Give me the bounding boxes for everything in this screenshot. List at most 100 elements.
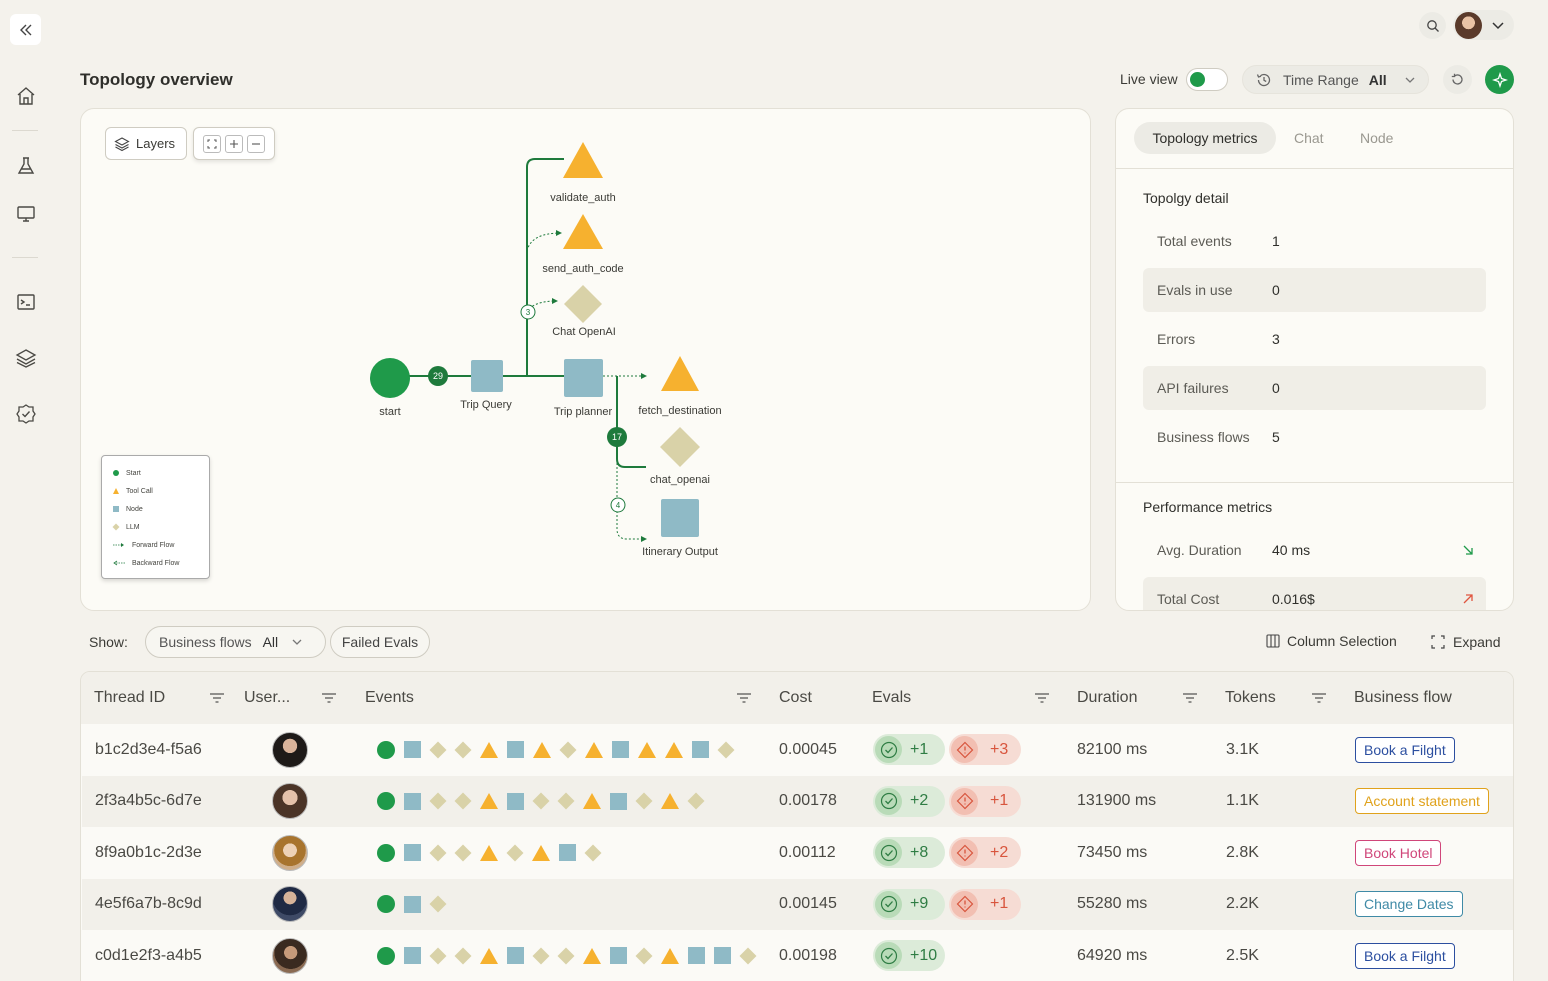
eval-pass-badge[interactable]: +1 xyxy=(873,734,945,765)
refresh-button[interactable] xyxy=(1443,65,1472,94)
event-node-icon[interactable] xyxy=(559,844,576,862)
event-llm-icon[interactable] xyxy=(454,844,472,862)
event-tool-call-icon[interactable] xyxy=(583,947,601,964)
ai-assistant-button[interactable] xyxy=(1485,65,1514,94)
node-trip-query[interactable] xyxy=(471,360,503,392)
event-start-icon[interactable] xyxy=(377,740,395,759)
event-node-icon[interactable] xyxy=(404,792,421,810)
node-start[interactable] xyxy=(370,358,410,398)
cell-thread-id[interactable]: 8f9a0b1c-2d3e xyxy=(95,843,202,861)
expand-button[interactable]: Expand xyxy=(1431,634,1500,650)
event-llm-icon[interactable] xyxy=(687,792,705,810)
avatar[interactable] xyxy=(272,886,308,923)
event-node-icon[interactable] xyxy=(404,947,421,965)
eval-fail-badge[interactable]: +3 xyxy=(949,734,1021,765)
time-range-select[interactable]: Time Range All xyxy=(1242,65,1429,94)
business-flow-tag[interactable]: Book a Filght xyxy=(1355,736,1455,763)
event-tool-call-icon[interactable] xyxy=(480,793,498,810)
layers-button[interactable]: Layers xyxy=(105,127,187,160)
event-tool-call-icon[interactable] xyxy=(480,741,498,758)
event-start-icon[interactable] xyxy=(377,843,395,862)
event-llm-icon[interactable] xyxy=(557,947,575,965)
event-llm-icon[interactable] xyxy=(429,792,447,810)
cell-thread-id[interactable]: c0d1e2f3-a4b5 xyxy=(95,946,202,964)
avatar[interactable] xyxy=(272,937,308,974)
event-node-icon[interactable] xyxy=(507,741,524,758)
filter-icon[interactable] xyxy=(209,691,225,705)
business-flow-tag[interactable]: Book a Filght xyxy=(1355,942,1455,969)
column-selection-button[interactable]: Column Selection xyxy=(1266,633,1397,649)
event-start-icon[interactable] xyxy=(377,946,395,965)
event-node-icon[interactable] xyxy=(404,741,421,758)
node-chat-openai[interactable] xyxy=(660,427,700,467)
zoom-in-button[interactable] xyxy=(225,134,243,153)
eval-pass-badge[interactable]: +2 xyxy=(873,785,945,817)
eval-pass-badge[interactable]: +10 xyxy=(873,940,945,972)
event-node-icon[interactable] xyxy=(692,741,709,758)
event-tool-call-icon[interactable] xyxy=(661,793,679,810)
node-fetch-destination[interactable] xyxy=(661,356,699,391)
node-itinerary-output[interactable] xyxy=(661,499,699,537)
event-tool-call-icon[interactable] xyxy=(480,844,498,861)
sidebar-item-home[interactable] xyxy=(12,82,40,110)
event-node-icon[interactable] xyxy=(688,947,705,965)
event-node-icon[interactable] xyxy=(404,895,421,913)
eval-fail-badge[interactable]: +2 xyxy=(949,837,1021,869)
eval-fail-badge[interactable]: +1 xyxy=(949,785,1021,817)
table-row[interactable]: 4e5f6a7b-8c9d 0.00145 +9 +1 55280 ms 2.2K Chan… xyxy=(82,878,1513,930)
filter-icon[interactable] xyxy=(321,691,337,705)
eval-pass-badge[interactable]: +9 xyxy=(873,888,945,920)
event-tool-call-icon[interactable] xyxy=(583,793,601,810)
event-llm-icon[interactable] xyxy=(739,947,757,965)
business-flow-tag[interactable]: Book Hotel xyxy=(1355,839,1442,866)
event-node-icon[interactable] xyxy=(610,792,627,810)
node-trip-planner[interactable] xyxy=(564,359,603,397)
sidebar-item-terminal[interactable] xyxy=(12,288,40,316)
event-llm-icon[interactable] xyxy=(429,947,447,965)
event-tool-call-icon[interactable] xyxy=(585,741,603,758)
business-flows-filter[interactable]: Business flows All xyxy=(145,626,326,658)
filter-icon[interactable] xyxy=(736,691,752,705)
event-llm-icon[interactable] xyxy=(454,947,472,965)
event-tool-call-icon[interactable] xyxy=(665,741,683,758)
sidebar-item-verified[interactable] xyxy=(12,400,40,428)
event-node-icon[interactable] xyxy=(610,947,627,965)
tab-topology-metrics[interactable]: Topology metrics xyxy=(1134,122,1276,154)
node-send-auth-code[interactable] xyxy=(563,214,603,249)
event-node-icon[interactable] xyxy=(507,792,524,810)
tab-node[interactable]: Node xyxy=(1360,130,1394,146)
event-node-icon[interactable] xyxy=(612,741,629,758)
event-llm-icon[interactable] xyxy=(584,844,602,862)
event-node-icon[interactable] xyxy=(404,844,421,862)
tab-chat[interactable]: Chat xyxy=(1294,130,1324,146)
fit-view-button[interactable] xyxy=(203,134,221,153)
event-node-icon[interactable] xyxy=(714,947,731,965)
node-validate-auth[interactable] xyxy=(563,142,603,178)
sidebar-item-layers[interactable] xyxy=(12,344,40,372)
event-node-icon[interactable] xyxy=(507,947,524,965)
filter-icon[interactable] xyxy=(1182,691,1198,705)
event-llm-icon[interactable] xyxy=(506,844,524,862)
event-llm-icon[interactable] xyxy=(635,947,653,965)
event-llm-icon[interactable] xyxy=(429,844,447,862)
business-flow-tag[interactable]: Change Dates xyxy=(1355,891,1463,918)
event-llm-icon[interactable] xyxy=(532,947,550,965)
sidebar-item-experiments[interactable] xyxy=(12,152,40,180)
eval-fail-badge[interactable]: +1 xyxy=(949,888,1021,920)
cell-thread-id[interactable]: 2f3a4b5c-6d7e xyxy=(95,792,202,810)
table-row[interactable]: c0d1e2f3-a4b5 0.00198 +10 64920 ms 2.5K Book … xyxy=(82,930,1513,981)
event-start-icon[interactable] xyxy=(377,792,395,811)
event-llm-icon[interactable] xyxy=(454,741,472,758)
event-llm-icon[interactable] xyxy=(635,792,653,810)
zoom-out-button[interactable] xyxy=(247,134,265,153)
failed-evals-filter[interactable]: Failed Evals xyxy=(330,626,430,658)
event-llm-icon[interactable] xyxy=(557,792,575,810)
filter-icon[interactable] xyxy=(1034,691,1050,705)
eval-pass-badge[interactable]: +8 xyxy=(873,837,945,869)
avatar[interactable] xyxy=(272,834,308,871)
event-llm-icon[interactable] xyxy=(454,792,472,810)
event-tool-call-icon[interactable] xyxy=(532,844,550,861)
cell-thread-id[interactable]: 4e5f6a7b-8c9d xyxy=(95,895,202,913)
event-tool-call-icon[interactable] xyxy=(533,741,551,758)
collapse-sidebar-button[interactable] xyxy=(10,14,41,45)
